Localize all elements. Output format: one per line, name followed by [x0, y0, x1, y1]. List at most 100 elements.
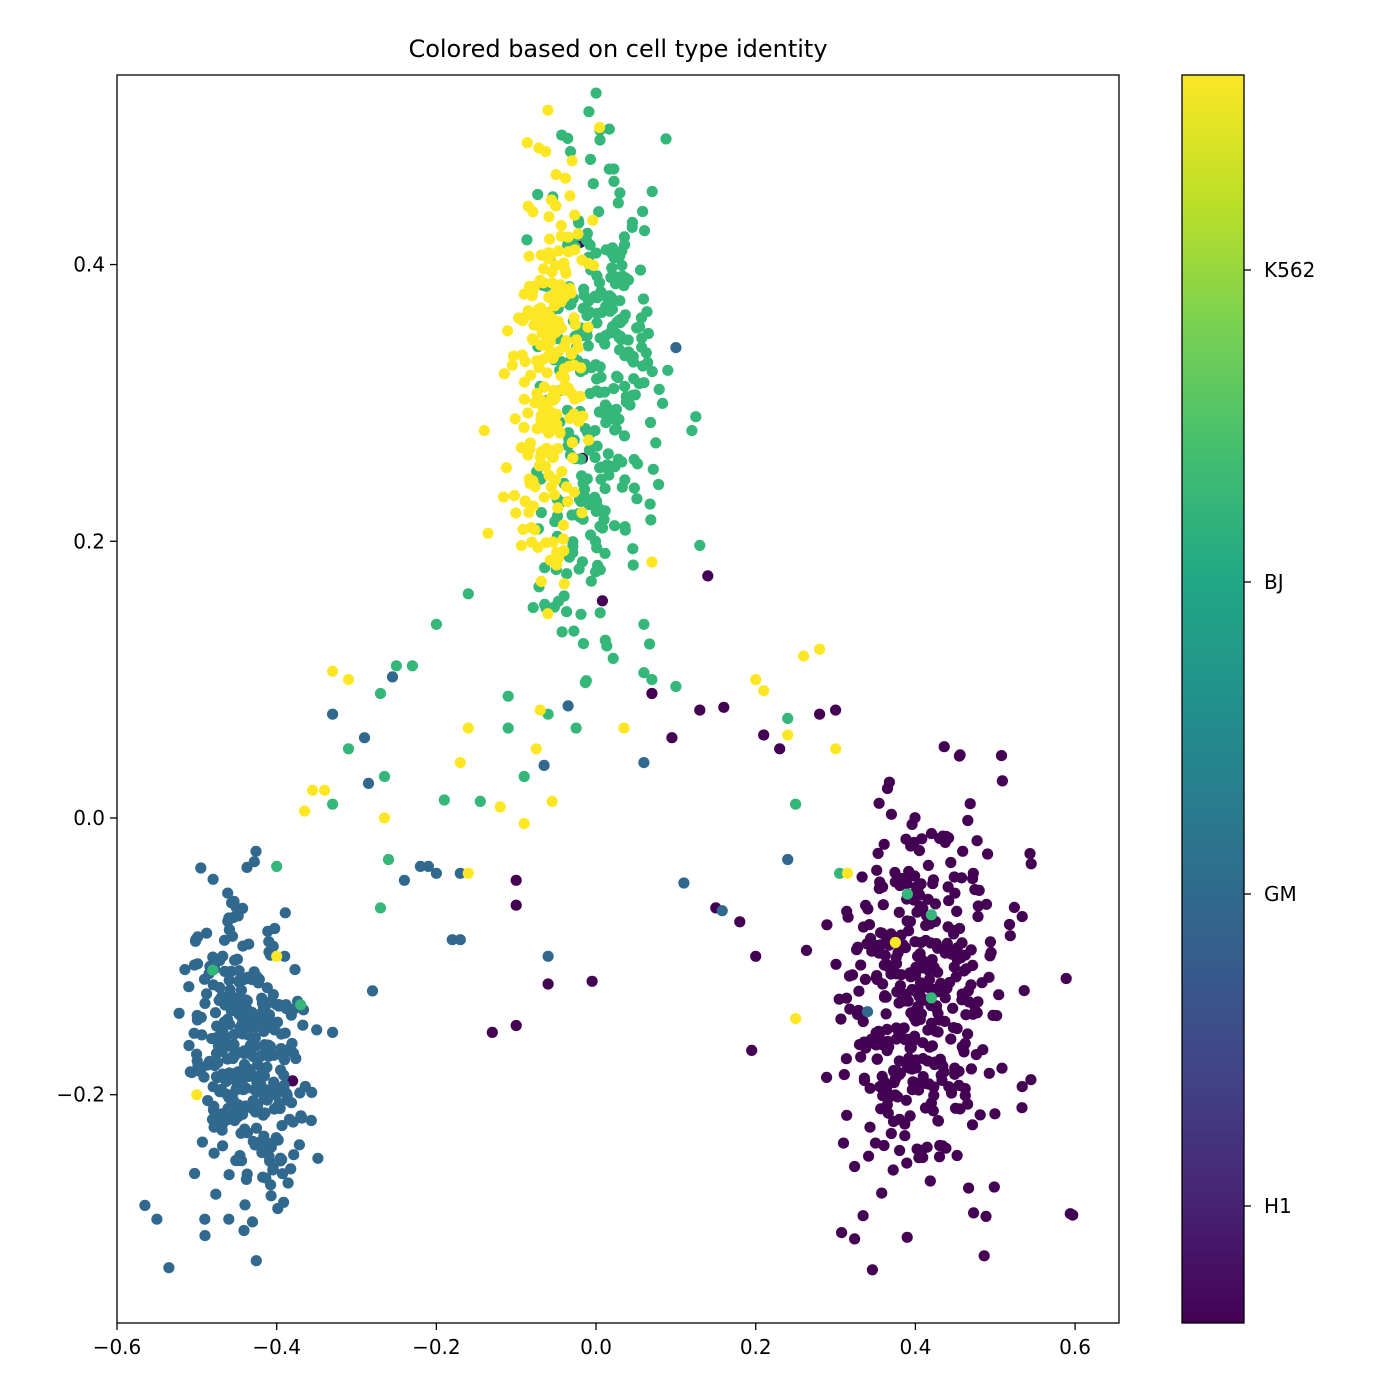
point-bj	[657, 397, 669, 409]
point-bj	[644, 416, 657, 429]
point-h1	[856, 871, 868, 883]
point-h1	[889, 866, 901, 879]
point-k562	[307, 784, 319, 796]
point-k562	[555, 230, 567, 242]
point-gm	[260, 1172, 272, 1184]
point-bj	[585, 575, 597, 587]
point-bj	[599, 547, 611, 560]
point-k562	[509, 413, 521, 425]
point-gm	[199, 1213, 211, 1225]
point-gm	[446, 934, 458, 946]
point-k562	[889, 936, 902, 949]
point-bj	[608, 383, 620, 395]
point-k562	[566, 155, 578, 167]
point-k562	[618, 722, 630, 734]
point-h1	[912, 1000, 924, 1013]
point-k562	[528, 319, 540, 331]
point-h1	[932, 1026, 944, 1038]
point-gm	[183, 981, 195, 993]
point-k562	[526, 290, 538, 302]
point-bj	[644, 638, 656, 650]
point-gm	[257, 1145, 269, 1157]
point-bj	[378, 770, 391, 783]
point-h1	[937, 1060, 949, 1072]
point-bj	[627, 543, 639, 555]
point-h1	[947, 1022, 960, 1034]
point-gm	[287, 1047, 300, 1059]
point-h1	[893, 906, 905, 919]
point-bj	[653, 478, 665, 491]
point-k562	[577, 410, 589, 422]
point-h1	[1003, 918, 1016, 931]
point-gm	[276, 1120, 288, 1132]
point-bj	[527, 602, 539, 614]
point-k562	[551, 419, 563, 431]
point-bj	[521, 234, 533, 246]
point-h1	[586, 975, 598, 987]
point-h1	[486, 1026, 498, 1038]
point-h1	[860, 899, 872, 912]
point-k562	[543, 211, 555, 223]
point-h1	[857, 1210, 869, 1222]
point-gm	[188, 959, 201, 971]
point-k562	[527, 475, 539, 487]
point-h1	[914, 977, 927, 989]
point-k562	[547, 394, 560, 406]
point-k562	[527, 206, 539, 218]
point-h1	[646, 687, 658, 700]
point-gm	[296, 1112, 308, 1124]
point-h1	[947, 1002, 959, 1014]
point-h1	[917, 1037, 929, 1049]
point-h1	[855, 1051, 867, 1063]
point-k562	[566, 436, 578, 449]
point-k562	[529, 524, 541, 536]
point-k562	[814, 643, 826, 655]
point-bj	[619, 239, 631, 251]
point-h1	[878, 838, 890, 850]
point-k562	[535, 302, 547, 314]
point-bj	[604, 327, 616, 339]
point-k562	[521, 137, 533, 149]
point-bj	[462, 588, 474, 600]
point-bj	[622, 334, 634, 346]
point-h1	[932, 1115, 945, 1127]
point-bj	[567, 547, 579, 559]
point-h1	[965, 1063, 978, 1075]
x-tick-label: 0.4	[900, 1335, 932, 1359]
point-bj	[614, 187, 626, 199]
point-gm	[256, 992, 268, 1004]
point-k562	[568, 486, 580, 498]
point-bj	[568, 625, 580, 637]
point-bj	[653, 383, 665, 395]
point-h1	[940, 979, 952, 991]
point-h1	[718, 701, 730, 713]
point-bj	[618, 430, 631, 442]
point-gm	[193, 1065, 205, 1077]
point-h1	[666, 732, 678, 744]
point-h1	[853, 985, 865, 997]
point-bj	[834, 867, 846, 879]
point-bj	[636, 341, 648, 353]
point-h1	[949, 1102, 962, 1114]
point-bj	[438, 794, 450, 806]
point-k562	[522, 449, 534, 461]
point-gm	[223, 912, 235, 924]
point-k562	[790, 1013, 802, 1025]
point-h1	[877, 899, 889, 911]
point-h1	[904, 1110, 916, 1122]
point-k562	[538, 381, 551, 393]
point-k562	[548, 489, 561, 501]
point-bj	[617, 314, 629, 326]
point-bj	[646, 365, 658, 378]
point-gm	[287, 1116, 299, 1128]
point-bj	[532, 188, 544, 201]
point-h1	[989, 1108, 1001, 1120]
point-gm	[638, 757, 650, 769]
point-gm	[293, 1139, 305, 1151]
point-h1	[987, 1009, 999, 1022]
point-gm	[288, 1149, 300, 1161]
point-h1	[899, 1130, 911, 1142]
point-bj	[271, 860, 283, 873]
point-h1	[702, 570, 714, 582]
point-h1	[920, 919, 932, 932]
